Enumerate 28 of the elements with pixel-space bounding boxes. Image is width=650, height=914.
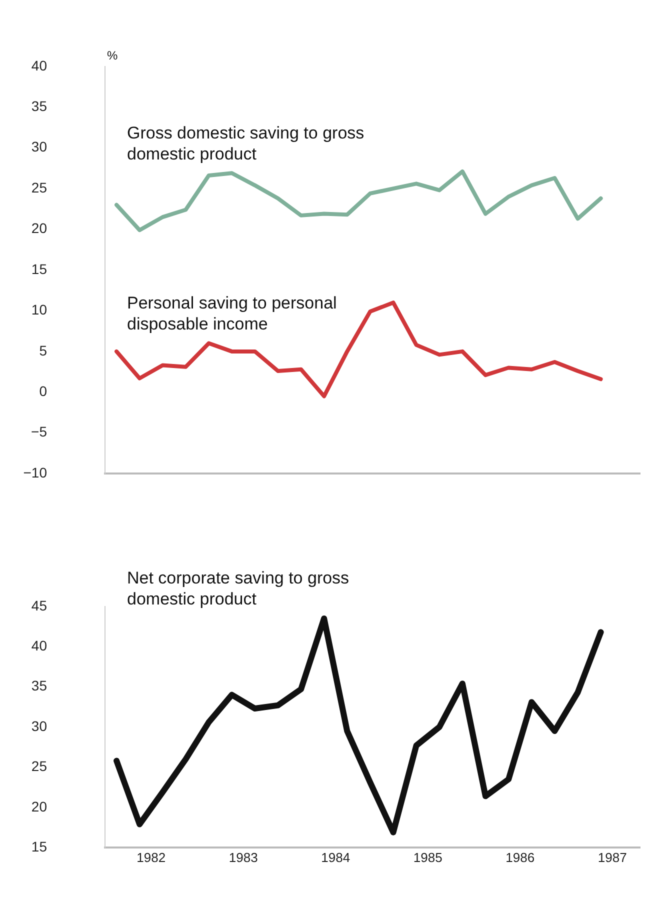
series-label: Net corporate saving to gross domestic product [127, 568, 350, 609]
y-tick-label: 35 [31, 98, 48, 114]
y-tick-label: 35 [31, 678, 48, 694]
x-tick-label: 1983 [228, 850, 258, 865]
y-tick-label: 0 [39, 383, 48, 400]
y-tick-label: −10 [23, 464, 48, 480]
series-label: Personal saving to personal disposable income [127, 293, 337, 334]
x-tick-label: 1985 [413, 850, 442, 865]
x-tick-label: 1987 [598, 850, 627, 865]
y-tick-label: 10 [31, 302, 48, 318]
y-tick-label: 15 [31, 838, 48, 854]
y-tick-label: 20 [31, 798, 48, 814]
y-tick-label: 30 [31, 138, 48, 155]
y-tick-label: 20 [31, 220, 48, 236]
x-tick-label: 1986 [506, 850, 535, 865]
y-tick-label: 25 [31, 758, 48, 774]
y-tick-label: 40 [31, 57, 48, 74]
series-label: Gross domestic saving to gross domestic product [127, 123, 364, 164]
y-tick-label: 40 [31, 637, 48, 654]
y-axis-title: % [107, 48, 118, 63]
y-tick-label: −5 [31, 424, 48, 440]
y-tick-label: 45 [31, 597, 48, 614]
y-tick-label: 25 [31, 179, 48, 196]
y-tick-label: 5 [39, 342, 48, 358]
y-tick-label: 15 [31, 260, 48, 277]
x-tick-label: 1982 [136, 850, 166, 865]
x-tick-label: 1984 [321, 850, 350, 865]
y-tick-label: 30 [31, 718, 48, 734]
